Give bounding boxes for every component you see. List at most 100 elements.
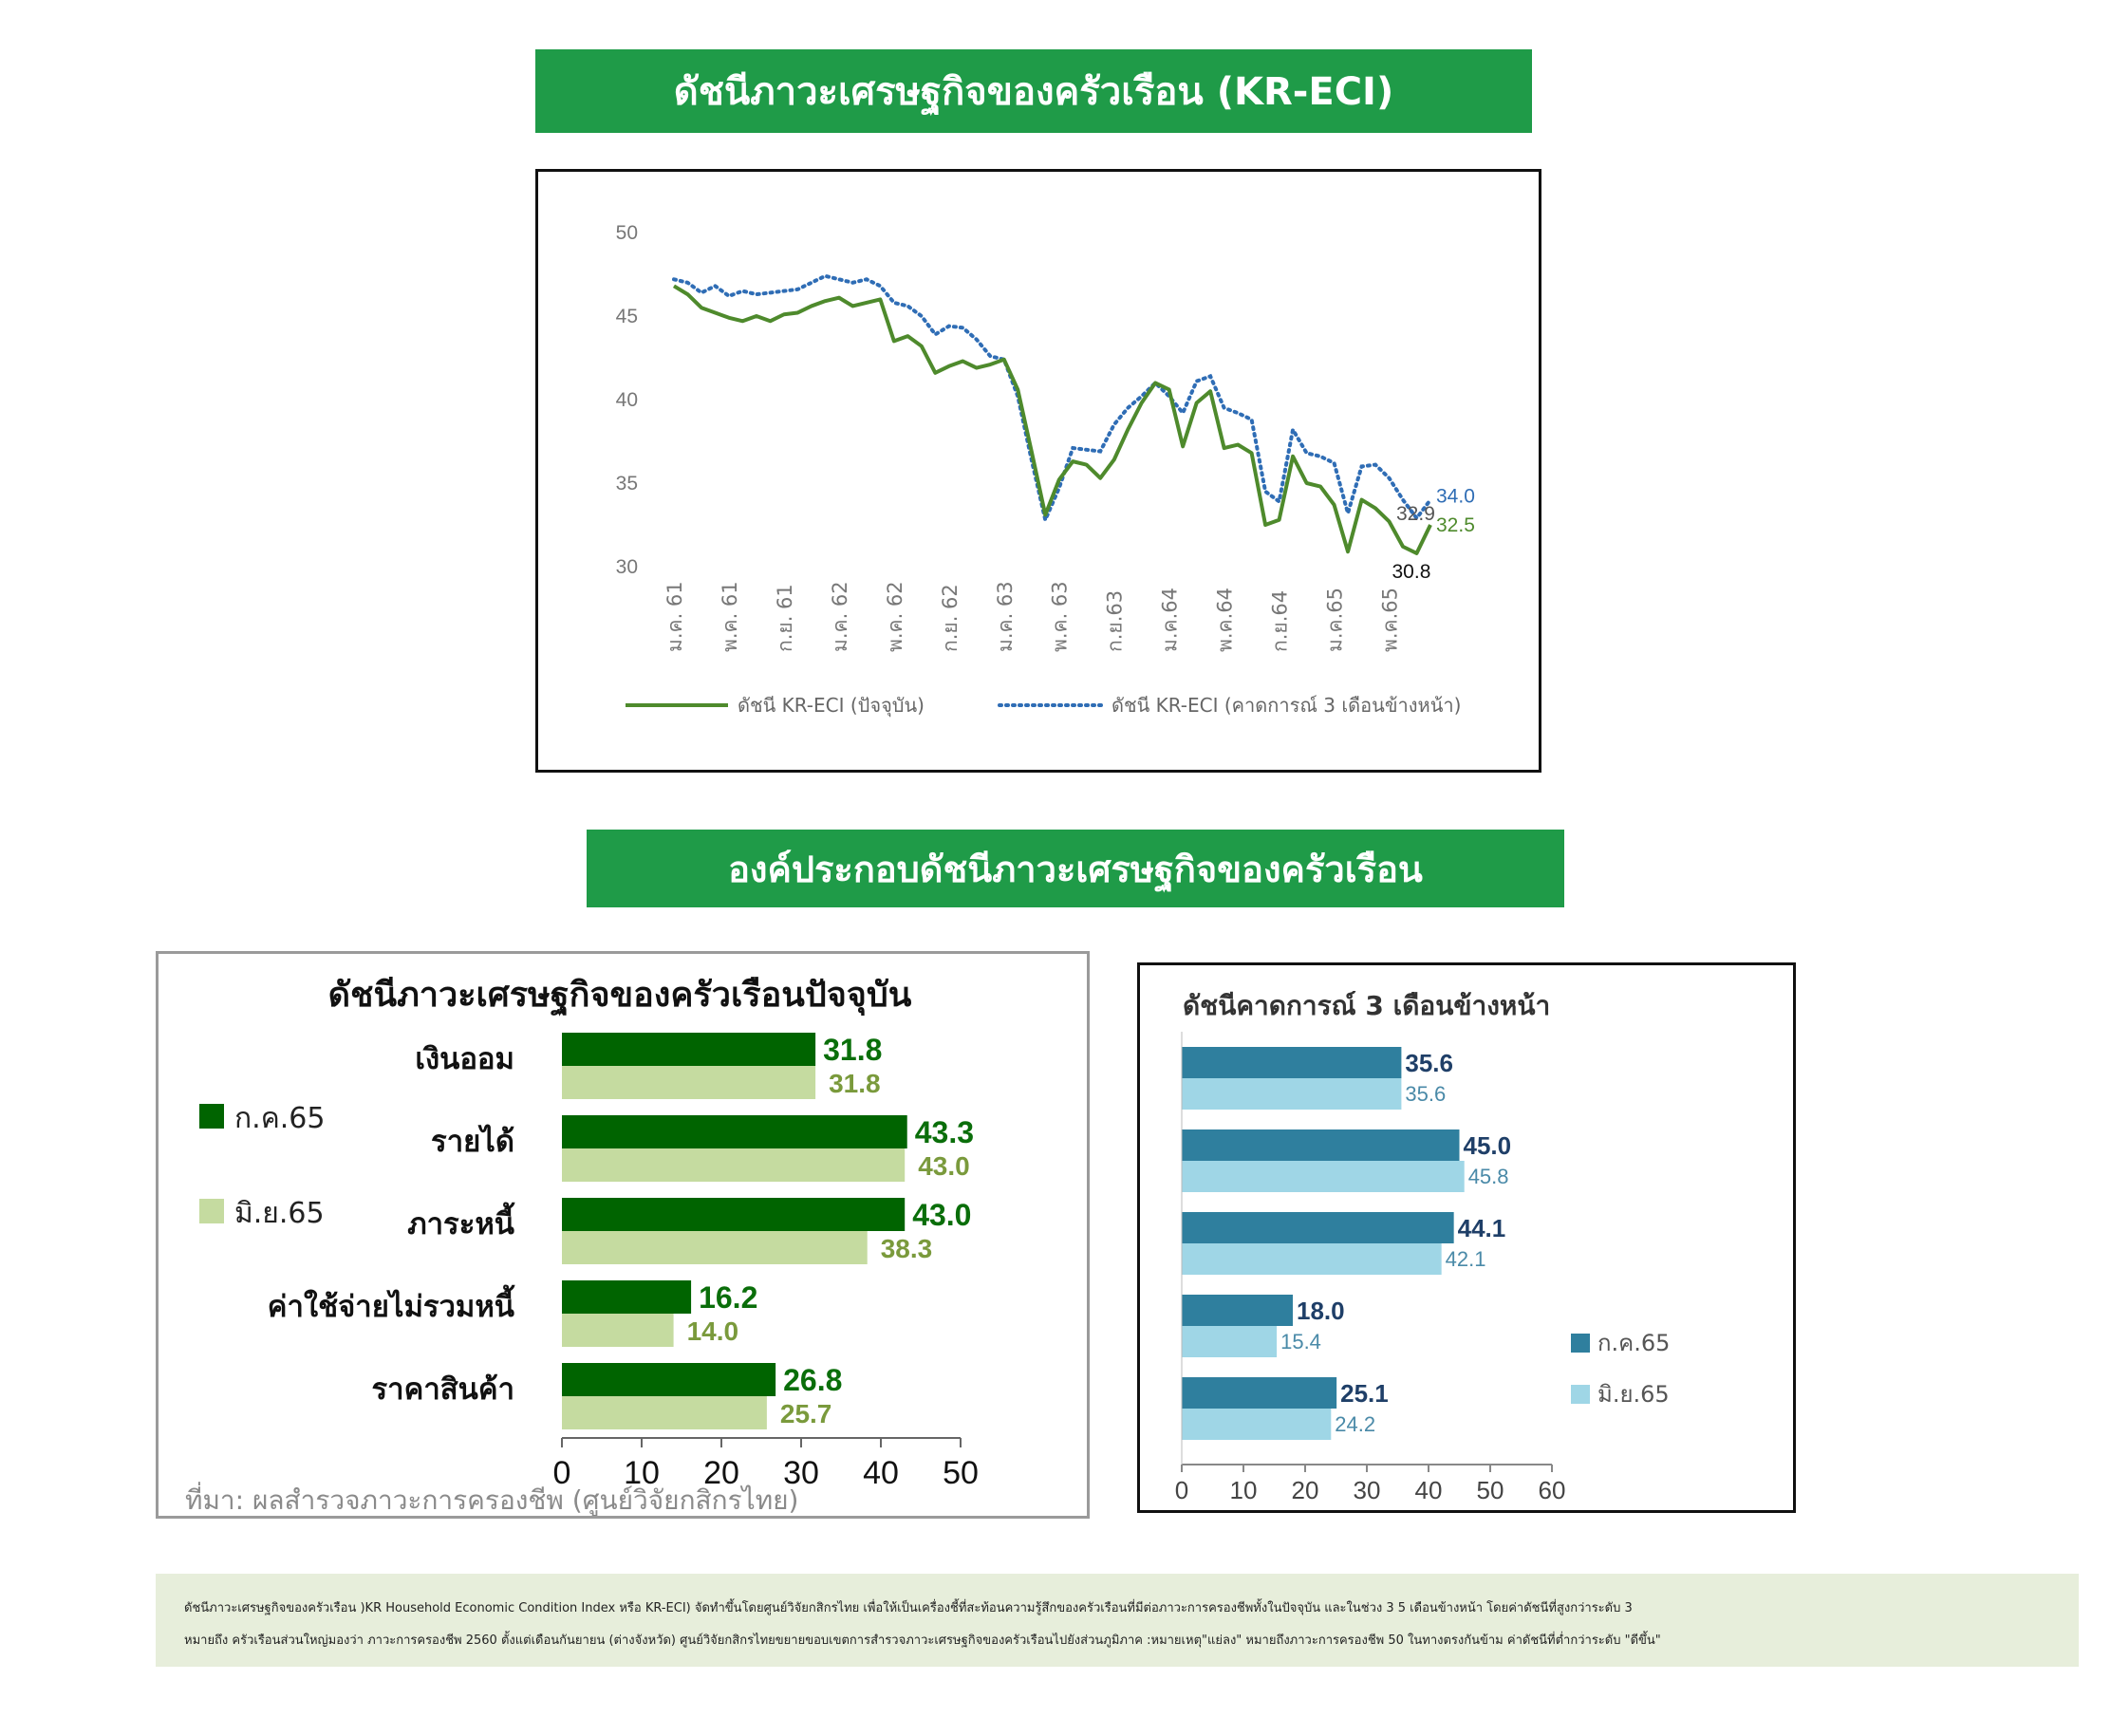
legend-label-expected: ดัชนี KR-ECI (คาดการณ์ 3 เดือนข้างหน้า) [1112, 694, 1461, 717]
chart-title: ดัชนีคาดการณ์ 3 เดือนข้างหน้า [1183, 990, 1550, 1021]
x-tick-label: 10 [624, 1455, 660, 1491]
category-label: ค่าใช้จ่ายไม่รวมหนี้ [268, 1284, 515, 1324]
bar-jul65 [562, 1280, 692, 1314]
bar-jun65 [562, 1314, 674, 1347]
bar-jul65 [562, 1363, 776, 1396]
x-tick-label: 0 [553, 1455, 571, 1491]
methodology-note: ดัชนีภาวะเศรษฐกิจของครัวเรือน )KR Househ… [156, 1574, 2079, 1667]
x-tick-label: 40 [863, 1455, 899, 1491]
x-tick-label: 50 [943, 1455, 979, 1491]
series-line-expected [672, 273, 1432, 527]
x-tick-label: 0 [1175, 1476, 1188, 1504]
x-tick-label: ม.ค. 61 [663, 581, 686, 652]
kr-eci-title-banner: ดัชนีภาวะเศรษฐกิจของครัวเรือน (KR-ECI) [535, 49, 1532, 133]
x-tick-label: 50 [1477, 1476, 1504, 1504]
value-label-jun65: 42.1 [1446, 1247, 1486, 1271]
x-tick-label: 40 [1415, 1476, 1443, 1504]
value-label-jul65: 16.2 [699, 1280, 757, 1315]
x-tick-label: ม.ค. 62 [829, 581, 851, 652]
end-label-expected: 34.0 [1436, 486, 1475, 508]
x-tick-label: ก.ย.64 [1269, 590, 1292, 652]
legend-label-jul65: ก.ค.65 [1597, 1330, 1670, 1356]
legend-label-current: ดัชนี KR-ECI (ปัจจุบัน) [738, 694, 925, 718]
x-tick-label: ก.ย. 61 [774, 584, 796, 652]
x-tick-label: 30 [783, 1455, 819, 1491]
y-tick-label: 50 [616, 222, 638, 244]
value-label-jul65: 26.8 [783, 1363, 842, 1397]
value-label-jun65: 31.8 [829, 1069, 881, 1098]
value-label-jun65: 24.2 [1335, 1412, 1375, 1436]
source-note: ที่มา: ผลสำรวจภาวะการครองชีพ (ศูนย์วิจัย… [185, 1482, 798, 1516]
value-label-jul65: 45.0 [1464, 1131, 1512, 1160]
x-tick-label: พ.ค. 62 [884, 581, 906, 652]
expected-index-bar-chart: ดัชนีคาดการณ์ 3 เดือนข้างหน้า 35.6 35.6 45.… [1175, 990, 1671, 1504]
value-label-jul65: 44.1 [1458, 1214, 1506, 1242]
category-label: รายได้ [431, 1124, 514, 1159]
series-line-current [672, 284, 1432, 555]
value-label-jun65: 35.6 [1405, 1082, 1446, 1106]
x-tick-label: พ.ค.64 [1214, 588, 1237, 652]
x-tick-label: พ.ค. 63 [1049, 581, 1072, 652]
y-tick-label: 30 [616, 556, 638, 578]
expected-index-bar-chart-panel: ดัชนีคาดการณ์ 3 เดือนข้างหน้า 35.6 35.6 45.… [1137, 962, 1796, 1513]
value-label-jun65: 25.7 [780, 1399, 832, 1428]
bar-jun65 [562, 1066, 816, 1099]
x-tick-label: 20 [1292, 1476, 1319, 1504]
x-tick-label: 60 [1539, 1476, 1566, 1504]
x-tick-label: 30 [1354, 1476, 1381, 1504]
current-index-bar-chart-panel: ดัชนีภาวะเศรษฐกิจของครัวเรือนปัจจุบันเงิ… [156, 951, 1090, 1519]
bar-jul65 [562, 1033, 816, 1066]
end-label-current: 32.5 [1436, 514, 1475, 536]
value-label-jun65: 43.0 [918, 1151, 970, 1181]
note-line-1: ดัชนีภาวะเศรษฐกิจของครัวเรือน )KR Househ… [184, 1601, 1633, 1615]
components-title-banner: องค์ประกอบดัชนีภาวะเศรษฐกิจของครัวเรือน [587, 830, 1564, 907]
x-tick-label: ก.ย. 62 [939, 584, 962, 652]
value-label-jul65: 25.1 [1340, 1379, 1389, 1408]
bar-jun65 [562, 1148, 906, 1182]
value-label-jun65: 14.0 [687, 1316, 739, 1346]
legend-swatch-jul65 [1571, 1334, 1590, 1353]
y-tick-label: 35 [616, 473, 638, 495]
x-tick-label: 10 [1230, 1476, 1258, 1504]
bar-jun65 [562, 1231, 868, 1264]
value-label-jul65: 35.6 [1405, 1049, 1453, 1077]
note-line-2: หมายถึง ครัวเรือนส่วนใหญ่มองว่า ภาวะการค… [184, 1633, 1661, 1648]
chart-title: ดัชนีภาวะเศรษฐกิจของครัวเรือนปัจจุบัน [328, 976, 912, 1017]
end-label-expected-prev: 32.9 [1396, 503, 1435, 525]
category-label: เงินออม [415, 1042, 514, 1076]
legend-label-jun65: มิ.ย.65 [234, 1197, 325, 1230]
x-tick-label: ก.ย.63 [1104, 590, 1127, 652]
current-index-bar-chart: ดัชนีภาวะเศรษฐกิจของครัวเรือนปัจจุบันเงิ… [185, 976, 979, 1516]
bar-jul65 [1182, 1377, 1337, 1409]
bar-jul65 [1182, 1047, 1402, 1078]
y-tick-label: 40 [616, 389, 638, 411]
bar-jun65 [1182, 1161, 1465, 1192]
value-label-jun65: 38.3 [881, 1234, 933, 1263]
value-label-jul65: 43.3 [915, 1115, 974, 1149]
x-tick-label: ม.ค.64 [1159, 588, 1182, 652]
x-tick-label: 20 [703, 1455, 739, 1491]
bar-jul65 [1182, 1212, 1454, 1243]
bar-jun65 [1182, 1326, 1278, 1357]
x-tick-label: พ.ค. 61 [719, 581, 741, 652]
x-tick-label: ม.ค.65 [1324, 588, 1347, 652]
category-label: ราคาสินค้า [372, 1372, 514, 1407]
bar-jun65 [562, 1396, 767, 1429]
x-tick-label: พ.ค.65 [1379, 588, 1402, 652]
bar-jul65 [562, 1198, 906, 1231]
bar-jul65 [1182, 1129, 1460, 1161]
x-tick-label: ม.ค. 63 [994, 581, 1017, 652]
value-label-jul65: 31.8 [823, 1033, 882, 1067]
bar-jun65 [1182, 1243, 1442, 1275]
legend-swatch-jun65 [1571, 1385, 1590, 1404]
bar-jun65 [1182, 1409, 1332, 1440]
end-label-current-min: 30.8 [1392, 561, 1431, 583]
kr-eci-line-chart: 50 45 40 35 30 ม.ค. 61 พ.ค. 61 ก.ย. 61 ม.ค. 62 พ.… [616, 222, 1475, 718]
legend-label-jun65: มิ.ย.65 [1597, 1381, 1670, 1408]
bar-jul65 [562, 1115, 907, 1148]
value-label-jul65: 43.0 [912, 1198, 971, 1232]
y-tick-label: 45 [616, 306, 638, 327]
legend-swatch-jul65 [199, 1104, 224, 1129]
legend-swatch-jun65 [199, 1199, 224, 1223]
value-label-jun65: 15.4 [1280, 1330, 1321, 1353]
